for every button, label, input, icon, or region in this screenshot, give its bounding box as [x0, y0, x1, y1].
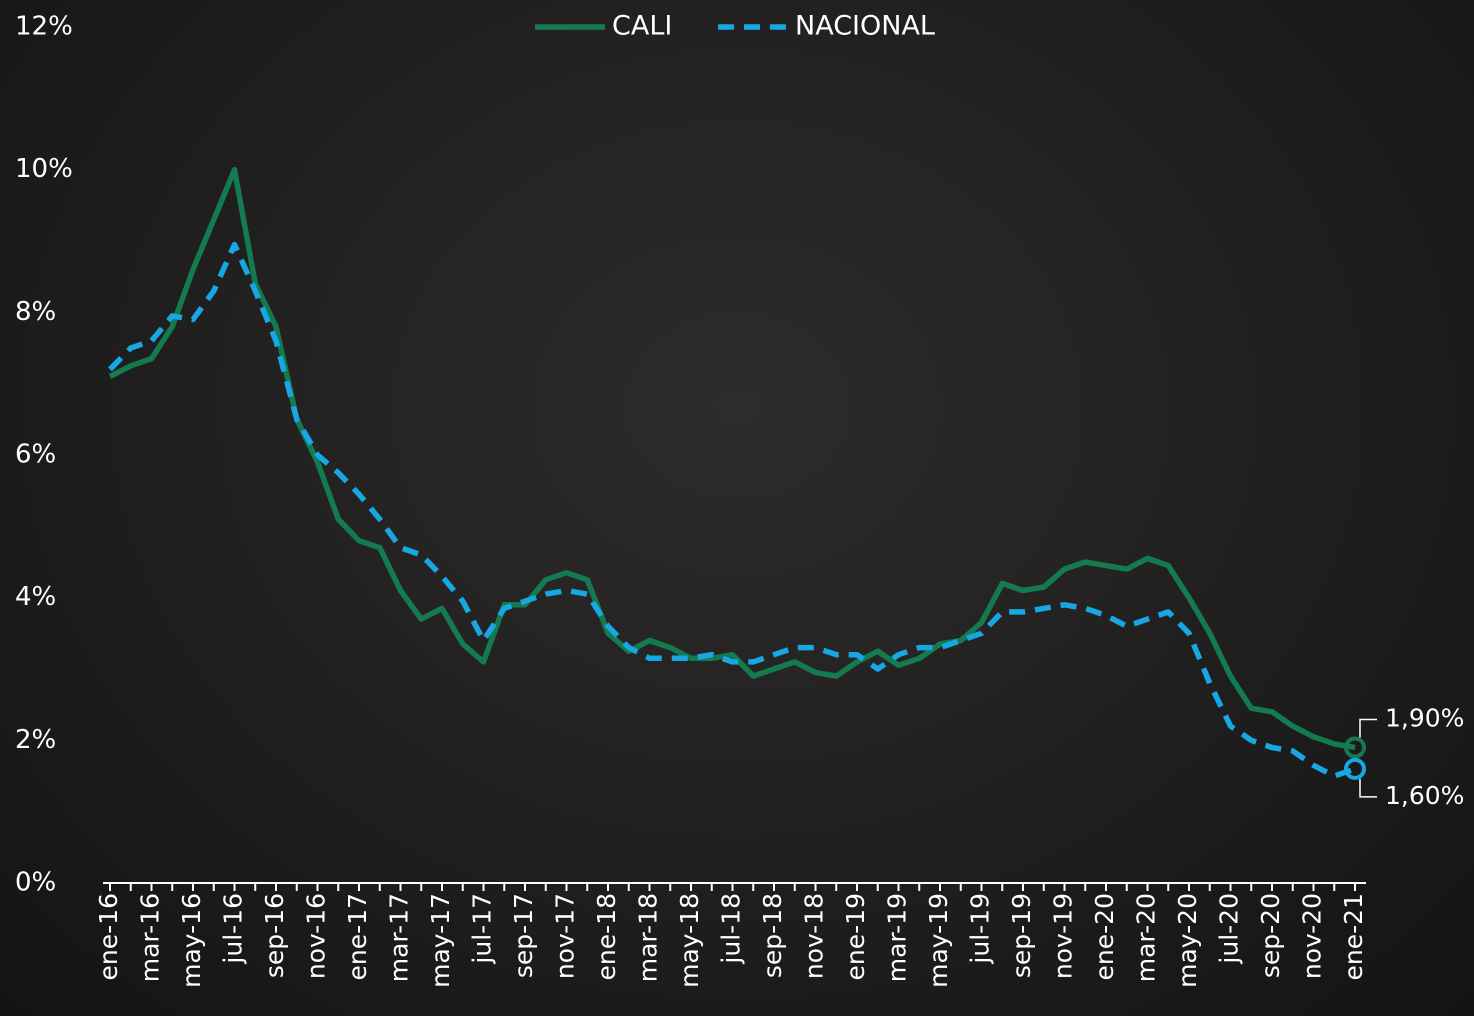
x-tick-label: ene-20 [1090, 893, 1119, 980]
x-tick-label: jul-18 [717, 893, 746, 965]
x-tick-label: may-16 [177, 893, 206, 988]
x-tick-label: jul-20 [1215, 893, 1244, 965]
end-point [1344, 736, 1366, 759]
x-tick-label: jul-17 [468, 893, 497, 965]
x-tick-label: ene-18 [592, 893, 621, 980]
x-tick-label: ene-16 [94, 893, 123, 980]
y-tick-label: 2% [15, 725, 56, 755]
x-tick-label: jul-19 [966, 893, 995, 965]
data-label: 1,60% [1385, 781, 1464, 810]
x-tick-label: mar-18 [634, 893, 663, 982]
y-tick-label: 4% [15, 582, 56, 612]
x-tick-label: ene-21 [1339, 893, 1368, 980]
x-tick-label: ene-17 [343, 893, 372, 980]
x-tick-label: nov-19 [1049, 893, 1078, 979]
y-tick-label: 0% [15, 868, 56, 898]
y-tick-label: 10% [15, 154, 73, 184]
x-tick-label: may-17 [426, 893, 455, 988]
label-leader [1359, 718, 1377, 738]
x-tick-label: jul-16 [219, 893, 248, 965]
label-leader [1359, 778, 1377, 798]
x-tick-label: mar-19 [883, 893, 912, 982]
series-line [108, 166, 1356, 751]
x-tick-label: sep-17 [509, 893, 538, 978]
x-tick-label: nov-16 [302, 893, 331, 979]
end-point [1344, 757, 1366, 780]
legend-label: NACIONAL [795, 11, 935, 42]
legend-label: CALI [612, 11, 672, 42]
x-tick-label: may-18 [675, 893, 704, 988]
x-tick-label: nov-18 [800, 893, 829, 979]
y-tick-label: 6% [15, 440, 56, 470]
series-line [108, 241, 1356, 779]
x-tick-label: sep-18 [758, 893, 787, 978]
x-tick-label: mar-16 [136, 893, 165, 982]
y-tick-label: 12% [15, 12, 73, 42]
x-tick-label: may-19 [924, 893, 953, 988]
x-tick-label: may-20 [1173, 893, 1202, 988]
x-tick-label: mar-17 [385, 893, 414, 982]
x-tick-label: ene-19 [841, 893, 870, 980]
x-tick-label: mar-20 [1132, 893, 1161, 982]
y-tick-label: 8% [15, 297, 56, 327]
x-tick-label: nov-20 [1298, 893, 1327, 979]
x-tick-label: sep-16 [260, 893, 289, 978]
data-label: 1,90% [1385, 703, 1464, 732]
x-tick-label: sep-19 [1007, 893, 1036, 978]
x-tick-label: sep-20 [1256, 893, 1285, 978]
x-tick-label: nov-17 [551, 893, 580, 979]
